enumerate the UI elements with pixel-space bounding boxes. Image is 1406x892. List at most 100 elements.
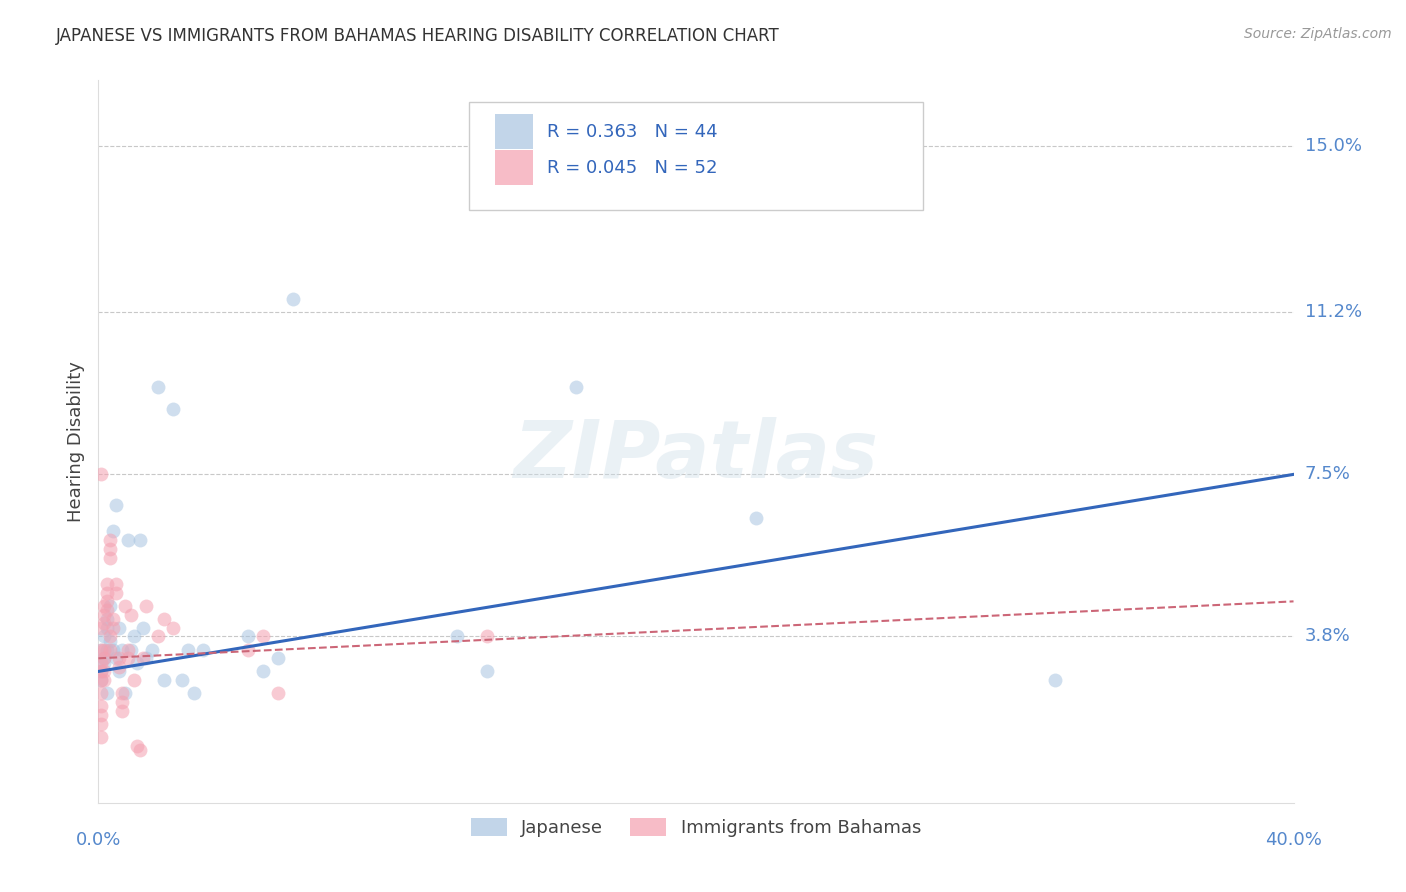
- Point: [191, 642, 214, 657]
- Point: [117, 642, 139, 657]
- Text: ZIPatlas: ZIPatlas: [513, 417, 879, 495]
- Point: [114, 686, 136, 700]
- Point: [120, 607, 142, 622]
- Point: [93, 616, 115, 631]
- Legend: Japanese, Immigrants from Bahamas: Japanese, Immigrants from Bahamas: [464, 811, 928, 845]
- Point: [446, 629, 468, 643]
- Point: [565, 380, 588, 394]
- Point: [267, 651, 290, 665]
- Point: [96, 686, 118, 700]
- Point: [98, 633, 122, 648]
- Point: [108, 621, 131, 635]
- Text: Source: ZipAtlas.com: Source: ZipAtlas.com: [1244, 27, 1392, 41]
- Text: JAPANESE VS IMMIGRANTS FROM BAHAMAS HEARING DISABILITY CORRELATION CHART: JAPANESE VS IMMIGRANTS FROM BAHAMAS HEAR…: [56, 27, 780, 45]
- Point: [90, 730, 112, 744]
- FancyBboxPatch shape: [470, 102, 922, 211]
- Point: [90, 673, 112, 688]
- Point: [105, 498, 128, 512]
- Point: [153, 673, 176, 688]
- Point: [90, 642, 112, 657]
- Point: [162, 401, 184, 416]
- Text: 0.0%: 0.0%: [76, 830, 121, 848]
- Point: [1043, 673, 1066, 688]
- Point: [96, 612, 118, 626]
- Point: [111, 704, 134, 718]
- Point: [132, 651, 155, 665]
- FancyBboxPatch shape: [495, 114, 533, 149]
- Text: 40.0%: 40.0%: [1265, 830, 1322, 848]
- FancyBboxPatch shape: [495, 151, 533, 185]
- Point: [252, 665, 274, 679]
- Point: [141, 642, 163, 657]
- Point: [475, 665, 498, 679]
- Point: [236, 642, 259, 657]
- Point: [105, 577, 128, 591]
- Point: [93, 629, 115, 643]
- Point: [162, 621, 184, 635]
- Point: [96, 577, 118, 591]
- Text: 7.5%: 7.5%: [1305, 466, 1351, 483]
- Point: [93, 599, 115, 613]
- Point: [117, 533, 139, 547]
- Point: [114, 599, 136, 613]
- Point: [93, 607, 115, 622]
- Text: 3.8%: 3.8%: [1305, 627, 1350, 646]
- Point: [90, 665, 112, 679]
- Point: [103, 612, 125, 626]
- Point: [103, 524, 125, 539]
- Point: [98, 629, 122, 643]
- Point: [108, 660, 131, 674]
- Point: [108, 665, 131, 679]
- Point: [127, 656, 149, 670]
- Point: [90, 621, 112, 635]
- Text: R = 0.363   N = 44: R = 0.363 N = 44: [547, 122, 717, 141]
- Point: [132, 621, 155, 635]
- Point: [90, 708, 112, 723]
- Point: [90, 673, 112, 688]
- Point: [127, 739, 149, 753]
- Point: [98, 599, 122, 613]
- Point: [90, 699, 112, 714]
- Point: [135, 651, 157, 665]
- Point: [103, 642, 125, 657]
- Point: [105, 585, 128, 599]
- Point: [281, 292, 304, 306]
- Point: [96, 621, 118, 635]
- Point: [124, 629, 146, 643]
- Point: [111, 642, 134, 657]
- Point: [90, 642, 112, 657]
- Point: [98, 642, 122, 657]
- Point: [93, 665, 115, 679]
- Point: [96, 642, 118, 657]
- Point: [105, 651, 128, 665]
- Point: [236, 629, 259, 643]
- Text: 15.0%: 15.0%: [1305, 137, 1361, 155]
- Point: [172, 673, 194, 688]
- Point: [124, 673, 146, 688]
- Point: [90, 656, 112, 670]
- Point: [177, 642, 200, 657]
- Point: [252, 629, 274, 643]
- Point: [96, 594, 118, 608]
- Point: [98, 541, 122, 556]
- Point: [93, 642, 115, 657]
- Point: [135, 599, 157, 613]
- Point: [93, 651, 115, 665]
- Point: [93, 651, 115, 665]
- Point: [98, 533, 122, 547]
- Point: [183, 686, 205, 700]
- Point: [148, 629, 170, 643]
- Point: [103, 621, 125, 635]
- Point: [153, 612, 176, 626]
- Point: [120, 642, 142, 657]
- Point: [96, 603, 118, 617]
- Point: [90, 467, 112, 482]
- Point: [111, 695, 134, 709]
- Point: [93, 673, 115, 688]
- Point: [129, 743, 152, 757]
- Text: 11.2%: 11.2%: [1305, 303, 1362, 321]
- Point: [111, 686, 134, 700]
- Point: [129, 533, 152, 547]
- Point: [93, 656, 115, 670]
- Point: [90, 686, 112, 700]
